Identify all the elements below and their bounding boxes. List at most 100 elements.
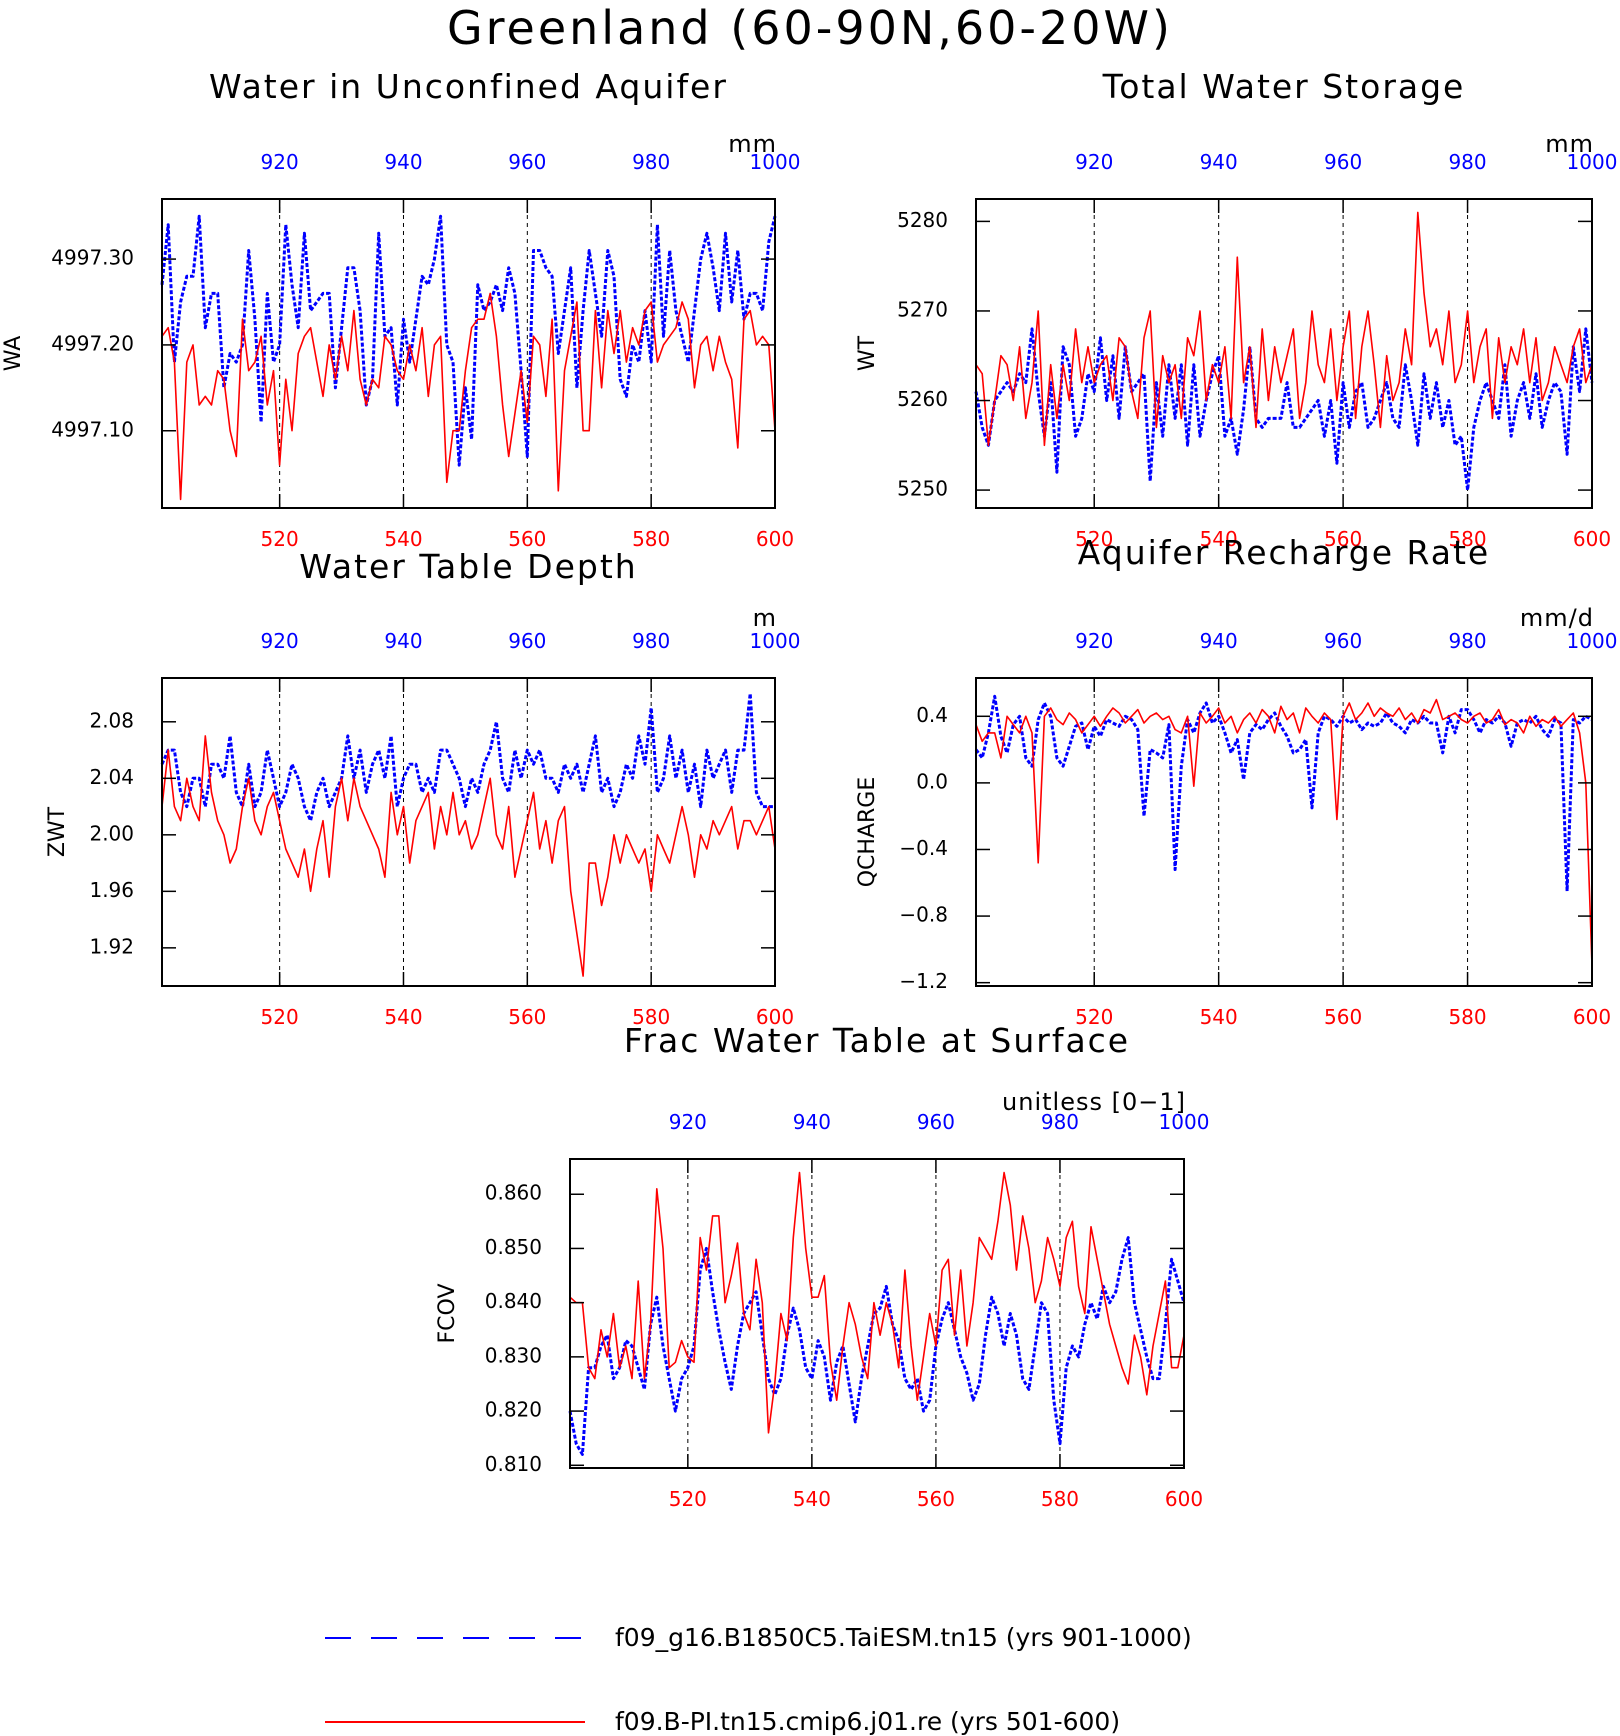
series-line-b [975,698,1593,967]
plot-frame [975,677,1593,987]
x-bottom-tick-label: 520 [1075,1005,1113,1029]
y-tick-label: 2.04 [89,765,134,789]
panel-units: mm [728,130,777,158]
x-top-tick-label: 920 [1075,150,1113,174]
y-tick-label: −0.8 [899,903,948,927]
x-bottom-tick-label: 520 [261,1005,299,1029]
y-tick-label: 0.810 [485,1452,542,1476]
legend-label-b: f09.B-PI.tn15.cmip6.j01.re (yrs 501-600) [615,1707,1120,1736]
x-bottom-tick-label: 580 [632,527,670,551]
y-tick-label: 2.08 [89,708,134,732]
x-top-tick-label: 960 [508,629,546,653]
x-top-tick-label: 960 [917,1110,955,1134]
y-tick-label: 0.0 [916,769,948,793]
x-bottom-tick-label: 600 [1573,527,1611,551]
x-top-tick-label: 940 [384,150,422,174]
series-line-b [569,1171,1185,1434]
x-top-tick-label: 1000 [1159,1110,1210,1134]
y-axis-label: WA [1,336,26,372]
x-top-tick-label: 1000 [1567,150,1618,174]
y-tick-label: 5280 [897,208,948,232]
panel-title: Water Table Depth [299,547,637,586]
x-bottom-tick-label: 560 [917,1487,955,1511]
y-axis-label: QCHARGE [855,777,880,888]
series-line-a [568,1236,1186,1456]
series-line-b [161,735,776,977]
y-tick-label: 0.860 [485,1181,542,1205]
series-line-a [160,214,777,467]
panel-units: m [753,604,777,632]
x-top-tick-label: 980 [632,150,670,174]
figure-title: Greenland (60-90N,60-20W) [447,1,1173,55]
x-bottom-tick-label: 580 [1448,527,1486,551]
series-line-a [160,692,775,823]
plot-frame [161,198,776,509]
y-tick-label: 5270 [897,297,948,321]
x-bottom-tick-label: 560 [1324,527,1362,551]
y-tick-label: 0.840 [485,1289,542,1313]
y-tick-label: −1.2 [899,969,948,993]
series-line-a [974,694,1593,893]
x-top-tick-label: 940 [793,1110,831,1134]
panel-4: −1.2 −0.8 −0.4 0.0 0.4 520 540 560 580 600 920 940 9… [855,533,1617,1029]
panel-units: mm/d [1520,604,1594,632]
legend: f09_g16.B1850C5.TaiESM.tn15 (yrs 901-100… [325,1623,1192,1736]
x-bottom-tick-label: 580 [1041,1487,1079,1511]
x-bottom-tick-label: 600 [756,527,794,551]
x-top-tick-label: 1000 [750,629,801,653]
y-tick-label: 5250 [897,477,948,501]
x-top-tick-label: 920 [669,1110,707,1134]
y-tick-label: 4997.10 [51,417,134,441]
x-bottom-tick-label: 560 [508,527,546,551]
x-bottom-tick-label: 540 [793,1487,831,1511]
y-tick-label: 1.92 [89,934,134,958]
x-top-tick-label: 960 [508,150,546,174]
plot-frame [569,1158,1185,1469]
panel-3: 1.92 1.96 2.00 2.04 2.08 520 540 560 580 600 920 94… [45,547,800,1029]
x-bottom-tick-label: 600 [756,1005,794,1029]
series-line-a [974,327,1594,492]
x-bottom-tick-label: 580 [1448,1005,1486,1029]
x-bottom-tick-label: 540 [1200,527,1238,551]
panel-units: unitless [0−1] [1002,1088,1186,1116]
x-bottom-tick-label: 540 [384,527,422,551]
x-top-tick-label: 980 [1448,629,1486,653]
x-bottom-tick-label: 560 [508,1005,546,1029]
x-bottom-tick-label: 540 [384,1005,422,1029]
y-axis-label: WT [855,335,880,371]
y-tick-label: −0.4 [899,836,948,860]
y-tick-label: 0.830 [485,1343,542,1367]
x-top-tick-label: 920 [1075,629,1113,653]
x-top-tick-label: 1000 [750,150,801,174]
x-bottom-tick-label: 600 [1165,1487,1203,1511]
x-bottom-tick-label: 540 [1200,1005,1238,1029]
panel-1: 4997.10 4997.20 4997.30 520 540 560 580 600 920 9… [1,67,800,551]
x-bottom-tick-label: 600 [1573,1005,1611,1029]
x-bottom-tick-label: 520 [1075,527,1113,551]
y-tick-label: 2.00 [89,821,134,845]
panel-units: mm [1545,130,1594,158]
y-tick-label: 4997.20 [51,331,134,355]
x-bottom-tick-label: 520 [669,1487,707,1511]
panel-2: 5250 5260 5270 5280 520 540 560 580 600 920 940 960… [855,67,1617,551]
series-line-b [161,292,776,501]
x-top-tick-label: 960 [1324,629,1362,653]
y-tick-label: 0.820 [485,1398,542,1422]
x-top-tick-label: 920 [261,150,299,174]
x-bottom-tick-label: 520 [261,527,299,551]
x-top-tick-label: 980 [632,629,670,653]
panel-title: Water in Unconfined Aquifer [209,67,728,106]
y-axis-label: ZWT [45,806,70,857]
plot-frame [975,198,1593,509]
y-tick-label: 0.850 [485,1235,542,1259]
panel-title: Frac Water Table at Surface [624,1021,1130,1060]
panel-title: Total Water Storage [1102,67,1466,106]
x-top-tick-label: 940 [1200,150,1238,174]
x-top-tick-label: 980 [1041,1110,1079,1134]
y-tick-label: 5260 [897,387,948,411]
x-bottom-tick-label: 580 [632,1005,670,1029]
x-bottom-tick-label: 560 [1324,1005,1362,1029]
series-line-b [975,211,1593,447]
plot-frame [161,677,776,987]
